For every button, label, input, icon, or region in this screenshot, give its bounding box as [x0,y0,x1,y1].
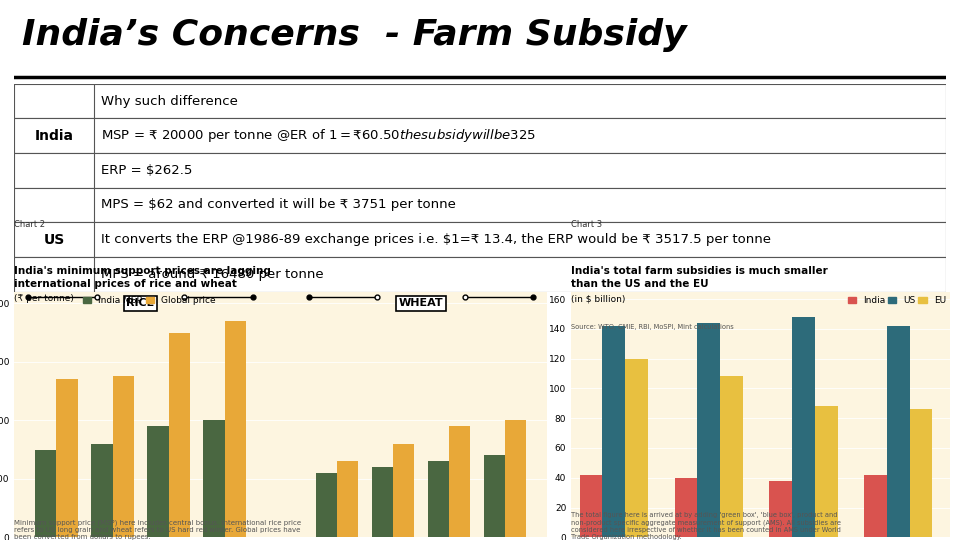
Bar [864,475,887,537]
Bar [815,406,837,537]
Bar [580,475,603,537]
Bar [625,359,648,537]
Text: India: India [35,129,74,143]
Text: (₹ per tonne): (₹ per tonne) [14,294,74,303]
Bar [393,444,415,537]
Bar [14,153,93,187]
Bar [14,257,93,292]
Text: India’s Concerns  - Farm Subsidy: India’s Concerns - Farm Subsidy [22,18,686,52]
Text: MPS = $62 and converted it will be ₹ 3751 per tonne: MPS = $62 and converted it will be ₹ 375… [101,199,456,212]
Text: US: US [43,233,64,247]
Bar [14,118,93,153]
Bar [675,478,697,537]
Bar [14,84,946,118]
Bar [603,326,625,537]
Bar [57,379,78,537]
Bar [887,326,910,537]
Bar [792,317,815,537]
Bar [14,257,946,292]
Bar [14,187,946,222]
Text: MSP = ₹ 20000 per tonne @ER of $1=₹ 60.50 the subsidy will be $325: MSP = ₹ 20000 per tonne @ER of $1=₹ 60.5… [101,127,536,144]
Bar [505,420,526,537]
Text: Chart 2: Chart 2 [14,220,45,230]
Legend: India, US, EU: India, US, EU [848,296,946,305]
Text: Why such difference: Why such difference [101,94,238,107]
Bar [697,323,720,537]
Text: RICE: RICE [127,298,155,308]
Bar [14,118,946,153]
Bar [14,84,93,118]
Bar [720,376,743,537]
Bar [337,461,358,537]
Bar [169,333,190,537]
Text: The total figure here is arrived at by adding 'green box', 'blue box', product a: The total figure here is arrived at by a… [571,512,841,540]
Text: Chart 3: Chart 3 [571,220,602,230]
Bar [14,222,93,257]
Text: India's minimum support prices are lagging
international prices of rice and whea: India's minimum support prices are laggi… [14,267,272,289]
Bar [112,376,133,537]
Bar [769,481,792,537]
Bar [91,444,112,537]
Bar [36,449,57,537]
Text: (in $ billion): (in $ billion) [571,294,626,303]
Text: India's total farm subsidies is much smaller
than the US and the EU: India's total farm subsidies is much sma… [571,267,828,289]
Text: WHEAT: WHEAT [398,298,444,308]
Bar [147,426,169,537]
Text: It converts the ERP @1986-89 exchange prices i.e. $1=₹ 13.4, the ERP would be ₹ : It converts the ERP @1986-89 exchange pr… [101,233,771,246]
Bar [225,321,246,537]
Legend: India MSP, Global price: India MSP, Global price [83,296,216,305]
Text: Source: WTO, CMIE, RBI, MoSPI, Mint calculations: Source: WTO, CMIE, RBI, MoSPI, Mint calc… [571,324,734,330]
Text: ERP = $262.5: ERP = $262.5 [101,164,192,177]
Bar [484,455,505,537]
Bar [449,426,470,537]
Bar [428,461,449,537]
Bar [316,473,337,537]
Text: Minimum support price (MSP) here includes central bonus. International rice pric: Minimum support price (MSP) here include… [14,519,301,540]
Bar [910,409,932,537]
Bar [14,187,93,222]
Bar [14,153,946,187]
Bar [14,222,946,257]
Bar [372,467,393,537]
Bar [204,420,225,537]
Text: MPS = around ₹ 16480 per tonne: MPS = around ₹ 16480 per tonne [101,268,324,281]
